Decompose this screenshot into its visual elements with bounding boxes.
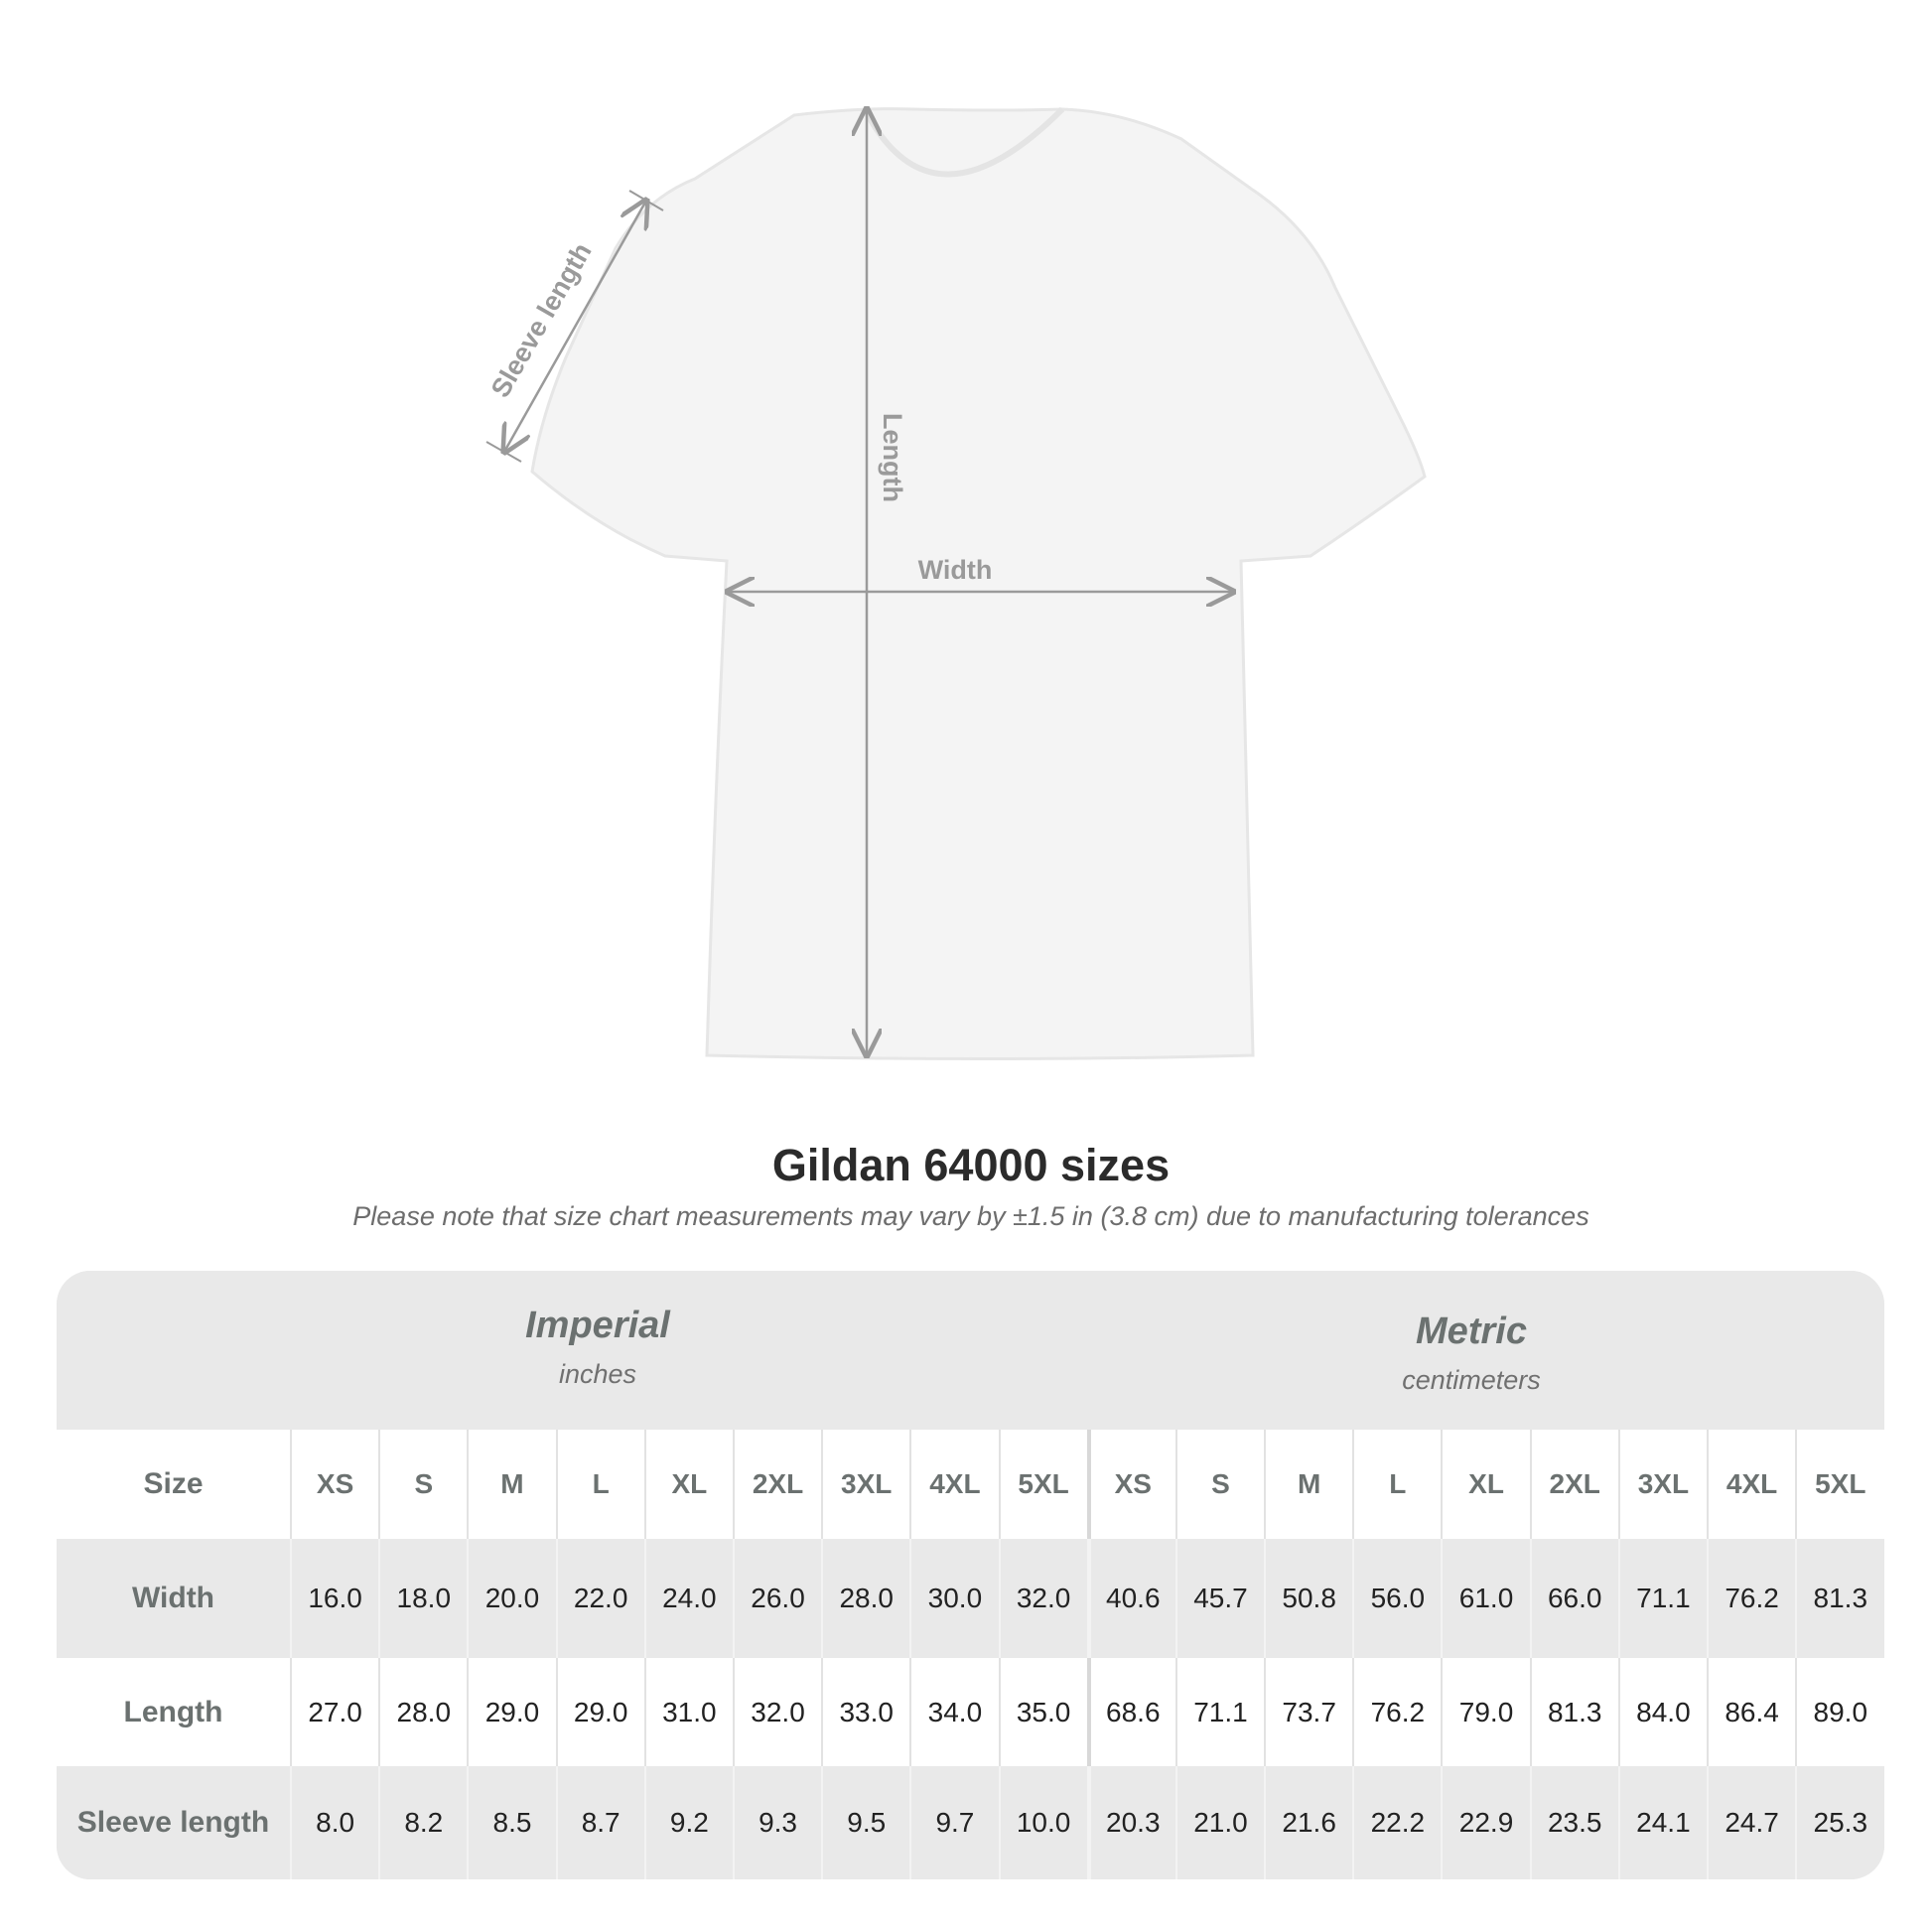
table-row: Sleeve length 8.0 8.2 8.5 8.7 9.2 9.3 9.5 9.7 10.… (57, 1766, 1884, 1879)
value-cell: 84.0 (1617, 1658, 1707, 1766)
size-header: XS (290, 1430, 378, 1539)
size-header: 3XL (1617, 1430, 1707, 1539)
value-cell: 9.3 (732, 1766, 821, 1879)
value-cell: 66.0 (1529, 1539, 1618, 1658)
row-label: Sleeve length (76, 1806, 270, 1839)
value-cell: 27.0 (290, 1658, 378, 1766)
size-header: 5XL (1795, 1430, 1883, 1539)
size-header: L (1352, 1430, 1441, 1539)
value-cell: 35.0 (998, 1658, 1087, 1766)
value-cell: 76.2 (1352, 1658, 1441, 1766)
value-cell: 29.0 (467, 1658, 555, 1766)
size-header: 2XL (1529, 1430, 1618, 1539)
value-cell: 32.0 (732, 1658, 821, 1766)
value-cell: 24.7 (1707, 1766, 1795, 1879)
size-header: 3XL (821, 1430, 909, 1539)
value-cell: 28.0 (821, 1539, 909, 1658)
size-header: XS (1086, 1430, 1175, 1539)
value-cell: 31.0 (643, 1658, 733, 1766)
value-cell: 86.4 (1707, 1658, 1795, 1766)
value-cell: 73.7 (1264, 1658, 1352, 1766)
value-cell: 22.2 (1352, 1766, 1441, 1879)
value-cell: 8.5 (467, 1766, 555, 1879)
page-title: Gildan 64000 sizes (771, 1140, 1171, 1190)
value-cell: 16.0 (290, 1539, 378, 1658)
value-cell: 45.7 (1174, 1539, 1264, 1658)
row-label: Size (143, 1467, 204, 1500)
size-header: L (555, 1430, 644, 1539)
tolerance-note: Please note that size chart measurements… (352, 1201, 1589, 1231)
value-cell: 89.0 (1795, 1658, 1883, 1766)
value-cell: 40.6 (1086, 1539, 1175, 1658)
value-cell: 50.8 (1264, 1539, 1352, 1658)
row-label: Width (131, 1582, 215, 1614)
value-cell: 28.0 (378, 1658, 467, 1766)
size-header: S (378, 1430, 467, 1539)
tshirt-diagram: Sleeve length Length Width (485, 0, 1427, 1060)
value-cell: 81.3 (1795, 1539, 1883, 1658)
value-cell: 68.6 (1086, 1658, 1175, 1766)
value-cell: 79.0 (1441, 1658, 1529, 1766)
size-table: Imperial inches Metric centimeters Size X… (57, 1271, 1884, 1879)
value-cell: 56.0 (1352, 1539, 1441, 1658)
value-cell: 22.0 (555, 1539, 644, 1658)
value-cell: 24.1 (1617, 1766, 1707, 1879)
value-cell: 32.0 (998, 1539, 1087, 1658)
value-cell: 71.1 (1617, 1539, 1707, 1658)
size-header: 5XL (998, 1430, 1087, 1539)
size-header: M (1264, 1430, 1352, 1539)
value-cell: 20.0 (467, 1539, 555, 1658)
tshirt-collar (863, 106, 1065, 178)
value-cell: 9.7 (909, 1766, 998, 1879)
value-cell: 9.2 (643, 1766, 733, 1879)
size-header-row: Size XS S M L XL 2XL 3XL 4XL 5XL XS S M L XL 2XL 3XL 4XL 5… (57, 1430, 1884, 1539)
value-cell: 34.0 (909, 1658, 998, 1766)
size-header: XL (643, 1430, 733, 1539)
unit-header: Imperial inches Metric centimeters (57, 1271, 1884, 1430)
size-header: S (1174, 1430, 1264, 1539)
imperial-header: Imperial inches (525, 1305, 670, 1389)
value-cell: 8.0 (290, 1766, 378, 1879)
value-cell: 8.2 (378, 1766, 467, 1879)
value-cell: 25.3 (1795, 1766, 1883, 1879)
sleeve-measure-line (504, 201, 646, 452)
value-cell: 26.0 (732, 1539, 821, 1658)
value-cell: 61.0 (1441, 1539, 1529, 1658)
size-header: 2XL (732, 1430, 821, 1539)
row-label: Length (123, 1695, 223, 1728)
size-header: M (467, 1430, 555, 1539)
table-row: Length 27.0 28.0 29.0 29.0 31.0 32.0 33.0 34.0 35… (57, 1658, 1884, 1766)
value-cell: 81.3 (1529, 1658, 1618, 1766)
size-header: 4XL (909, 1430, 998, 1539)
value-cell: 30.0 (909, 1539, 998, 1658)
value-cell: 9.5 (821, 1766, 909, 1879)
value-cell: 22.9 (1441, 1766, 1529, 1879)
value-cell: 33.0 (821, 1658, 909, 1766)
size-header: 4XL (1707, 1430, 1795, 1539)
value-cell: 24.0 (643, 1539, 733, 1658)
table-row: Width 16.0 18.0 20.0 22.0 24.0 26.0 28.0 30.0 32.… (57, 1539, 1884, 1658)
value-cell: 71.1 (1174, 1658, 1264, 1766)
value-cell: 20.3 (1086, 1766, 1175, 1879)
value-cell: 18.0 (378, 1539, 467, 1658)
value-cell: 29.0 (555, 1658, 644, 1766)
value-cell: 76.2 (1707, 1539, 1795, 1658)
value-cell: 21.6 (1264, 1766, 1352, 1879)
metric-header: Metric centimeters (1402, 1311, 1541, 1395)
value-cell: 23.5 (1529, 1766, 1618, 1879)
length-label: Length (878, 413, 907, 502)
width-label: Width (918, 555, 993, 585)
value-cell: 10.0 (998, 1766, 1087, 1879)
size-header: XL (1441, 1430, 1529, 1539)
value-cell: 8.7 (555, 1766, 644, 1879)
value-cell: 21.0 (1174, 1766, 1264, 1879)
